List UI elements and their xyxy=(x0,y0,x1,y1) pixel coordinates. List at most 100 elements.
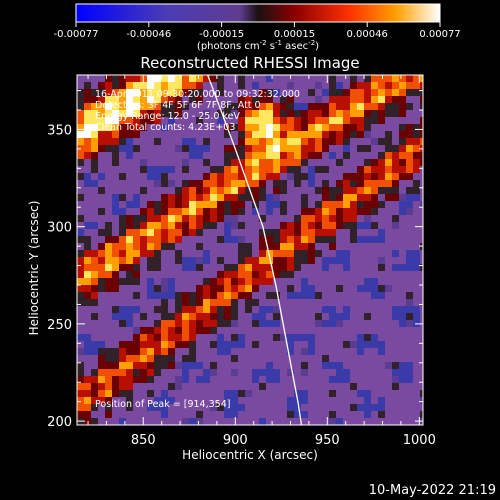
heatmap-cell xyxy=(350,327,358,335)
heatmap-cell xyxy=(364,320,372,328)
heatmap-cell xyxy=(161,264,169,272)
heatmap-cell xyxy=(91,348,99,356)
heatmap-cell xyxy=(266,138,274,146)
heatmap-cell xyxy=(294,243,302,251)
heatmap-cell xyxy=(252,222,260,230)
heatmap-cell xyxy=(357,390,365,398)
heatmap-cell xyxy=(147,75,155,83)
heatmap-cell xyxy=(406,201,414,209)
heatmap-cell xyxy=(203,229,211,237)
heatmap-cell xyxy=(287,208,295,216)
heatmap-cell xyxy=(112,173,120,181)
heatmap-cell xyxy=(385,173,393,181)
heatmap-cell xyxy=(294,257,302,265)
heatmap-cell xyxy=(406,348,414,356)
heatmap-cell xyxy=(196,222,204,230)
heatmap-cell xyxy=(98,145,106,153)
annotation-line: Clean Total counts: 4.23E+03 xyxy=(95,122,235,133)
heatmap-cell xyxy=(98,131,106,139)
heatmap-cell xyxy=(133,173,141,181)
heatmap-cell xyxy=(371,397,379,405)
heatmap-cell xyxy=(336,201,344,209)
heatmap-cell xyxy=(84,306,92,314)
heatmap-cell xyxy=(245,131,253,139)
heatmap-cell xyxy=(182,166,190,174)
heatmap-cell xyxy=(357,243,365,251)
heatmap-cell xyxy=(371,229,379,237)
heatmap-cell xyxy=(420,166,423,174)
heatmap-cell xyxy=(105,390,113,398)
heatmap-cell xyxy=(259,180,267,188)
heatmap-cell xyxy=(217,96,225,104)
heatmap-cell xyxy=(168,376,176,384)
heatmap-cell xyxy=(252,250,260,258)
heatmap-cell xyxy=(399,257,407,265)
heatmap-cell xyxy=(196,117,204,125)
heatmap-cell xyxy=(147,236,155,244)
heatmap-cell xyxy=(329,376,337,384)
heatmap-cell xyxy=(252,257,260,265)
heatmap-cell xyxy=(371,236,379,244)
heatmap-cell xyxy=(98,404,106,412)
heatmap-cell xyxy=(238,355,246,363)
heatmap-cell xyxy=(189,208,197,216)
heatmap-cell xyxy=(252,271,260,279)
heatmap-cell xyxy=(126,236,134,244)
heatmap-cell xyxy=(371,103,379,111)
heatmap-cell xyxy=(203,208,211,216)
heatmap-cell xyxy=(273,194,281,202)
heatmap-cell xyxy=(147,215,155,223)
heatmap-cell xyxy=(315,222,323,230)
heatmap-cell xyxy=(329,89,337,97)
heatmap-cell xyxy=(84,103,92,111)
heatmap-cell xyxy=(196,411,204,419)
heatmap-cell xyxy=(266,250,274,258)
heatmap-cell xyxy=(189,376,197,384)
heatmap-cell xyxy=(147,166,155,174)
heatmap-cell xyxy=(196,250,204,258)
heatmap-cell xyxy=(301,145,309,153)
heatmap-cell xyxy=(266,82,274,90)
heatmap-cell xyxy=(161,383,169,391)
heatmap-cell xyxy=(364,383,372,391)
heatmap-cell xyxy=(147,313,155,321)
heatmap-cell xyxy=(203,404,211,412)
heatmap-cell xyxy=(217,229,225,237)
heatmap-cell xyxy=(168,110,176,118)
heatmap-cell xyxy=(182,208,190,216)
heatmap-cell xyxy=(238,334,246,342)
heatmap-cell xyxy=(406,306,414,314)
heatmap-cell xyxy=(364,313,372,321)
heatmap-cell xyxy=(252,229,260,237)
heatmap-cell xyxy=(210,355,218,363)
heatmap-cell xyxy=(203,89,211,97)
heatmap-cell xyxy=(91,285,99,293)
heatmap-cell xyxy=(322,292,330,300)
heatmap-cell xyxy=(315,334,323,342)
heatmap-cell xyxy=(140,215,148,223)
heatmap-cell xyxy=(406,334,414,342)
heatmap-cell xyxy=(161,278,169,286)
heatmap-cell xyxy=(168,285,176,293)
annotations: 16-Apr-2011 09:30:20.000 to 09:32:32.000… xyxy=(95,89,300,410)
heatmap-cell xyxy=(364,110,372,118)
heatmap-cell xyxy=(294,187,302,195)
heatmap-cell xyxy=(161,145,169,153)
heatmap-cell xyxy=(252,243,260,251)
heatmap-cell xyxy=(140,369,148,377)
heatmap-cell xyxy=(364,82,372,90)
heatmap-cell xyxy=(280,348,288,356)
heatmap-cell xyxy=(420,110,423,118)
heatmap-cell xyxy=(126,355,134,363)
heatmap-cell xyxy=(392,313,400,321)
heatmap-cell xyxy=(91,250,99,258)
heatmap-cell xyxy=(196,152,204,160)
heatmap-cell xyxy=(399,159,407,167)
heatmap-cell xyxy=(413,215,421,223)
heatmap-cell xyxy=(168,278,176,286)
heatmap-cell xyxy=(182,89,190,97)
heatmap-cell xyxy=(343,194,351,202)
heatmap-cell xyxy=(182,285,190,293)
heatmap-cell xyxy=(329,341,337,349)
heatmap-cell xyxy=(350,397,358,405)
